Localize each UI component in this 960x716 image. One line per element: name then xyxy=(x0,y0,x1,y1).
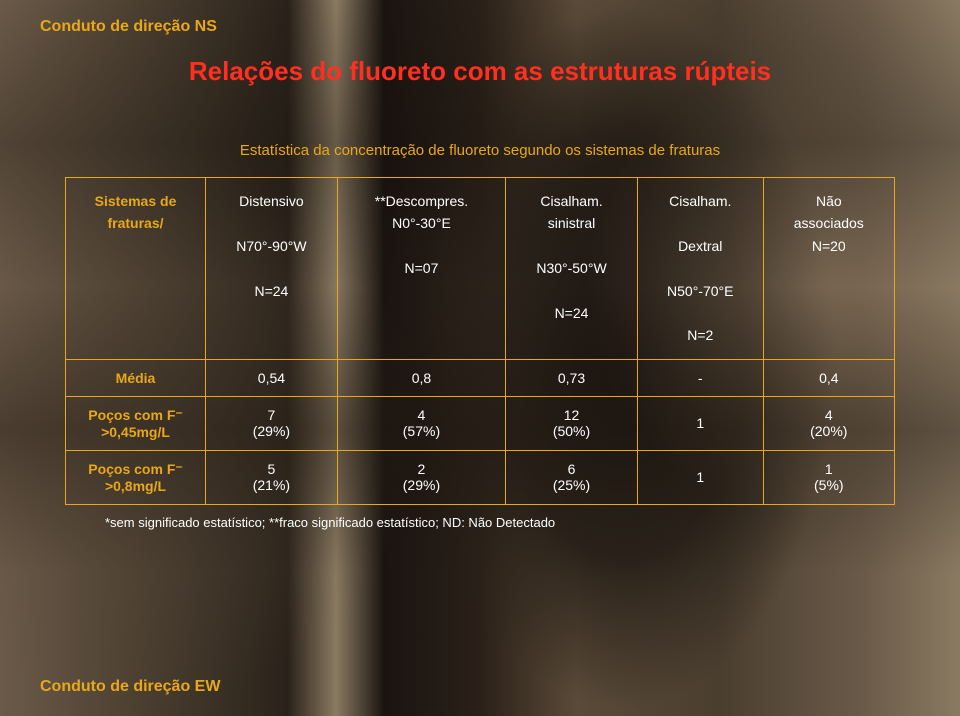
cell: 1 xyxy=(637,450,763,504)
data-table: Sistemas de fraturas/ Distensivo N70°-90… xyxy=(65,177,895,505)
col-header: Distensivo N70°-90°W N=24 xyxy=(206,178,338,360)
col-header: Cisalham. sinistral N30°-50°W N=24 xyxy=(506,178,638,360)
bottom-left-label: Conduto de direção EW xyxy=(40,678,220,696)
cell: 4 (57%) xyxy=(337,396,505,450)
cell: 2 (29%) xyxy=(337,450,505,504)
cell: 6 (25%) xyxy=(506,450,638,504)
table-container: Sistemas de fraturas/ Distensivo N70°-90… xyxy=(65,177,895,505)
row-label: Poços com F⁻ >0,45mg/L xyxy=(66,396,206,450)
cell: 0,73 xyxy=(506,359,638,396)
table-row: Média 0,54 0,8 0,73 - 0,4 xyxy=(66,359,895,396)
cell: 1 xyxy=(637,396,763,450)
cell: 1 (5%) xyxy=(763,450,894,504)
cell: 7 (29%) xyxy=(206,396,338,450)
table-header-row: Sistemas de fraturas/ Distensivo N70°-90… xyxy=(66,178,895,360)
slide-title: Relações do fluoreto com as estruturas r… xyxy=(40,56,920,87)
header-corner: Sistemas de fraturas/ xyxy=(66,178,206,360)
row-label: Média xyxy=(66,359,206,396)
cell: 0,8 xyxy=(337,359,505,396)
col-header: Cisalham. Dextral N50°-70°E N=2 xyxy=(637,178,763,360)
table-row: Poços com F⁻ >0,45mg/L 7 (29%) 4 (57%) 1… xyxy=(66,396,895,450)
cell: 4 (20%) xyxy=(763,396,894,450)
cell: 0,54 xyxy=(206,359,338,396)
col-header: **Descompres. N0°-30°E N=07 xyxy=(337,178,505,360)
cell: 5 (21%) xyxy=(206,450,338,504)
table-footnote: *sem significado estatístico; **fraco si… xyxy=(105,515,920,530)
table-row: Poços com F⁻ >0,8mg/L 5 (21%) 2 (29%) 6 … xyxy=(66,450,895,504)
cell: - xyxy=(637,359,763,396)
top-left-label: Conduto de direção NS xyxy=(40,18,920,36)
cell: 0,4 xyxy=(763,359,894,396)
slide-content: Conduto de direção NS Relações do fluore… xyxy=(0,0,960,548)
table-caption: Estatística da concentração de fluoreto … xyxy=(40,142,920,159)
row-label: Poços com F⁻ >0,8mg/L xyxy=(66,450,206,504)
cell: 12 (50%) xyxy=(506,396,638,450)
col-header: Não associados N=20 xyxy=(763,178,894,360)
